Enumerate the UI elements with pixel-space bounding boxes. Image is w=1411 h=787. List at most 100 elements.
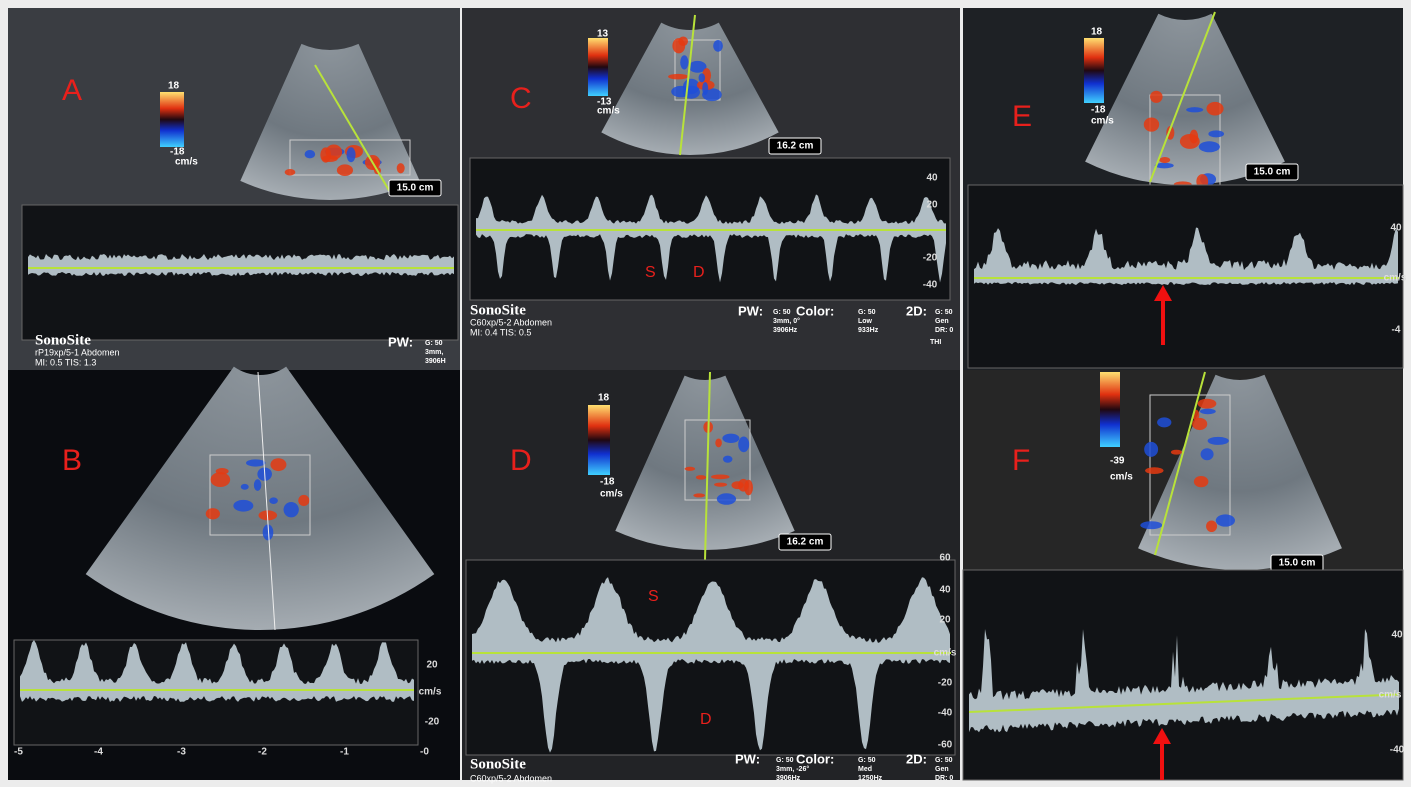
doppler-flow <box>206 508 220 519</box>
figure: A18-18cm/s15.0 cmSonoSiterP19xp/5-1 Abdo… <box>0 0 1411 787</box>
mode-setting: 3906H <box>425 358 446 365</box>
doppler-flow <box>717 493 736 505</box>
probe-info: MI: 0.5 TIS: 1.3 <box>35 357 96 367</box>
mode-label: 2D: <box>906 751 927 766</box>
color-scale-bar <box>1100 372 1120 447</box>
doppler-flow <box>1198 399 1217 409</box>
color-scale-label: cm/s <box>1110 472 1133 483</box>
doppler-flow <box>678 36 688 46</box>
depth-label: 16.2 cm <box>777 141 814 152</box>
color-scale-label: 18 <box>1091 27 1103 38</box>
mode-label: Color: <box>796 303 834 318</box>
axis-label: 20 <box>939 615 951 626</box>
axis-label: cm/s <box>419 687 442 698</box>
mode-setting: 933Hz <box>858 327 879 334</box>
mode-setting: Low <box>858 318 873 325</box>
axis-label: 40 <box>939 585 951 596</box>
axis-label: 40 <box>1391 630 1403 641</box>
mode-label: PW: <box>738 303 763 318</box>
doppler-flow <box>241 484 249 490</box>
axis-label: cm/s <box>1379 690 1402 701</box>
axis-label: 20 <box>426 660 438 671</box>
color-scale-bar <box>588 38 608 96</box>
color-scale-label: cm/s <box>597 106 620 117</box>
doppler-flow <box>702 82 708 95</box>
time-label: -1 <box>340 747 349 758</box>
depth-label: 15.0 cm <box>397 183 434 194</box>
doppler-flow <box>1159 157 1170 163</box>
depth-label: 15.0 cm <box>1279 558 1316 569</box>
color-scale-bar <box>1084 38 1104 103</box>
panel: A18-18cm/s15.0 cmSonoSiterP19xp/5-1 Abdo… <box>8 8 460 370</box>
mode-setting: Gen <box>935 766 949 773</box>
axis-label: -20 <box>923 253 938 264</box>
doppler-flow <box>1144 117 1159 131</box>
doppler-flow <box>233 500 253 512</box>
mode-setting: G: 50 <box>858 309 876 316</box>
doppler-flow <box>322 155 338 162</box>
axis-label: 20 <box>926 200 938 211</box>
waveform-label: D <box>693 264 705 281</box>
doppler-flow <box>693 493 705 497</box>
doppler-flow <box>722 434 739 443</box>
doppler-flow <box>1140 521 1162 529</box>
color-scale-bar <box>160 92 184 147</box>
axis-label: -20 <box>938 678 953 689</box>
color-scale-label: 13 <box>597 29 609 40</box>
doppler-flow <box>1144 442 1158 457</box>
doppler-flow <box>696 475 706 480</box>
brand: SonoSite <box>470 302 526 318</box>
doppler-flow <box>254 479 261 491</box>
doppler-flow <box>685 467 695 471</box>
mode-setting: G: 50 <box>935 757 953 764</box>
depth-label: 15.0 cm <box>1254 167 1291 178</box>
panel-letter: E <box>1012 100 1032 133</box>
depth-label: 16.2 cm <box>787 537 824 548</box>
probe-info: rP19xp/5-1 Abdomen <box>35 347 120 357</box>
doppler-flow <box>269 497 278 504</box>
doppler-flow <box>270 458 286 471</box>
color-scale-label: cm/s <box>600 489 623 500</box>
doppler-flow <box>1200 409 1216 415</box>
doppler-flow <box>744 480 753 496</box>
mode-setting: Gen <box>935 318 949 325</box>
axis-label: -60 <box>938 740 953 751</box>
doppler-flow <box>284 502 299 517</box>
panel-letter: A <box>62 74 82 107</box>
panel-letter: C <box>510 82 532 115</box>
waveform-label: S <box>648 588 659 605</box>
doppler-flow <box>1194 476 1209 487</box>
panel-letter: B <box>62 444 82 477</box>
mode-setting: THI <box>930 339 941 346</box>
mode-setting: 3906Hz <box>773 327 798 334</box>
mode-setting: G: 50 <box>776 757 794 764</box>
brand: SonoSite <box>35 332 91 348</box>
doppler-flow <box>714 483 727 487</box>
color-scale-label: 18 <box>168 81 180 92</box>
axis-label: -20 <box>425 717 440 728</box>
doppler-flow <box>1216 514 1235 526</box>
doppler-flow <box>738 437 749 453</box>
doppler-flow <box>347 147 356 162</box>
mode-setting: 1250Hz <box>858 775 883 782</box>
axis-label: 40 <box>926 173 938 184</box>
doppler-flow <box>1192 418 1207 430</box>
doppler-flow <box>713 40 723 52</box>
doppler-flow <box>1206 520 1217 532</box>
color-scale-label: cm/s <box>1091 116 1114 127</box>
probe-info: MI: 0.4 TIS: 0.5 <box>470 327 531 337</box>
doppler-flow <box>1171 450 1182 455</box>
time-label: -0 <box>420 747 429 758</box>
axis-label: cm/s <box>934 648 957 659</box>
spectral-area <box>963 570 1403 780</box>
time-label: -4 <box>94 747 103 758</box>
mode-label: PW: <box>388 334 413 349</box>
color-scale-label: -18 <box>1091 105 1106 116</box>
mode-setting: G: 50 <box>858 757 876 764</box>
mode-label: PW: <box>735 751 760 766</box>
time-label: -5 <box>14 747 23 758</box>
doppler-flow <box>298 495 309 506</box>
axis-label: -4 <box>1392 325 1401 336</box>
